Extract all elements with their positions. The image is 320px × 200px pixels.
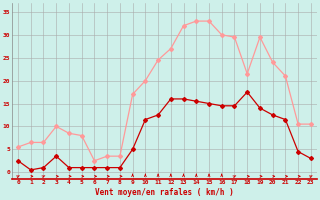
X-axis label: Vent moyen/en rafales ( km/h ): Vent moyen/en rafales ( km/h )	[95, 188, 234, 197]
